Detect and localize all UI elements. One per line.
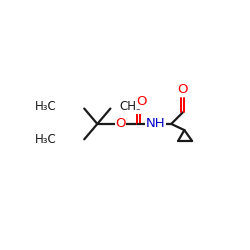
Text: NH: NH <box>146 118 166 130</box>
Text: H₃C: H₃C <box>35 100 56 114</box>
Text: O: O <box>137 95 147 108</box>
Text: O: O <box>115 118 126 130</box>
Text: O: O <box>177 83 187 96</box>
Text: H₃C: H₃C <box>35 133 56 146</box>
Text: CH₃: CH₃ <box>120 100 142 114</box>
